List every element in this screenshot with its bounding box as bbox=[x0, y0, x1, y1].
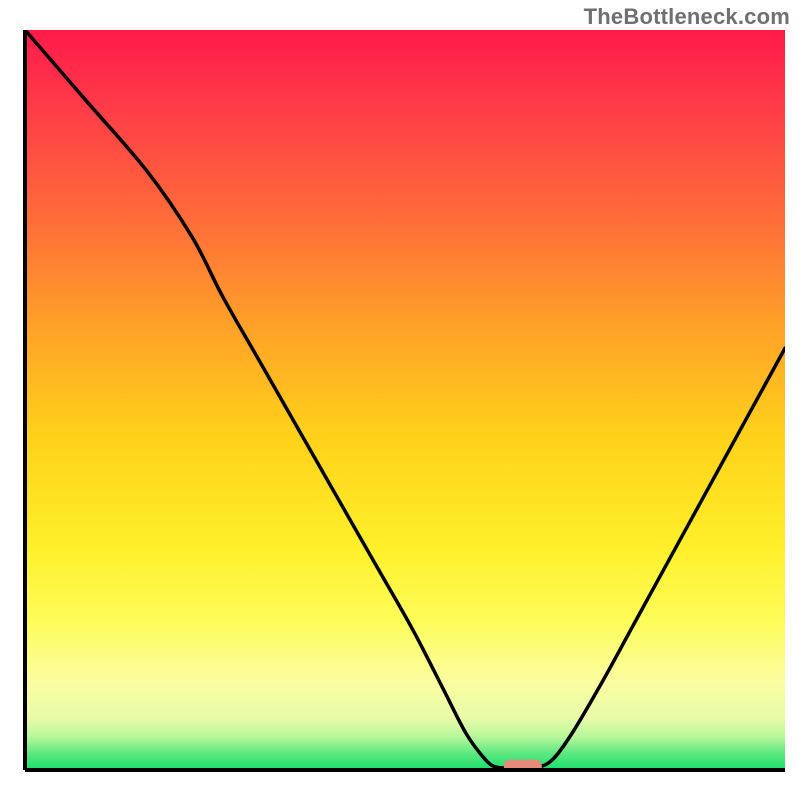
gradient-background bbox=[25, 30, 785, 770]
bottleneck-chart bbox=[0, 0, 800, 800]
watermark-text: TheBottleneck.com bbox=[584, 4, 790, 30]
chart-container: TheBottleneck.com bbox=[0, 0, 800, 800]
